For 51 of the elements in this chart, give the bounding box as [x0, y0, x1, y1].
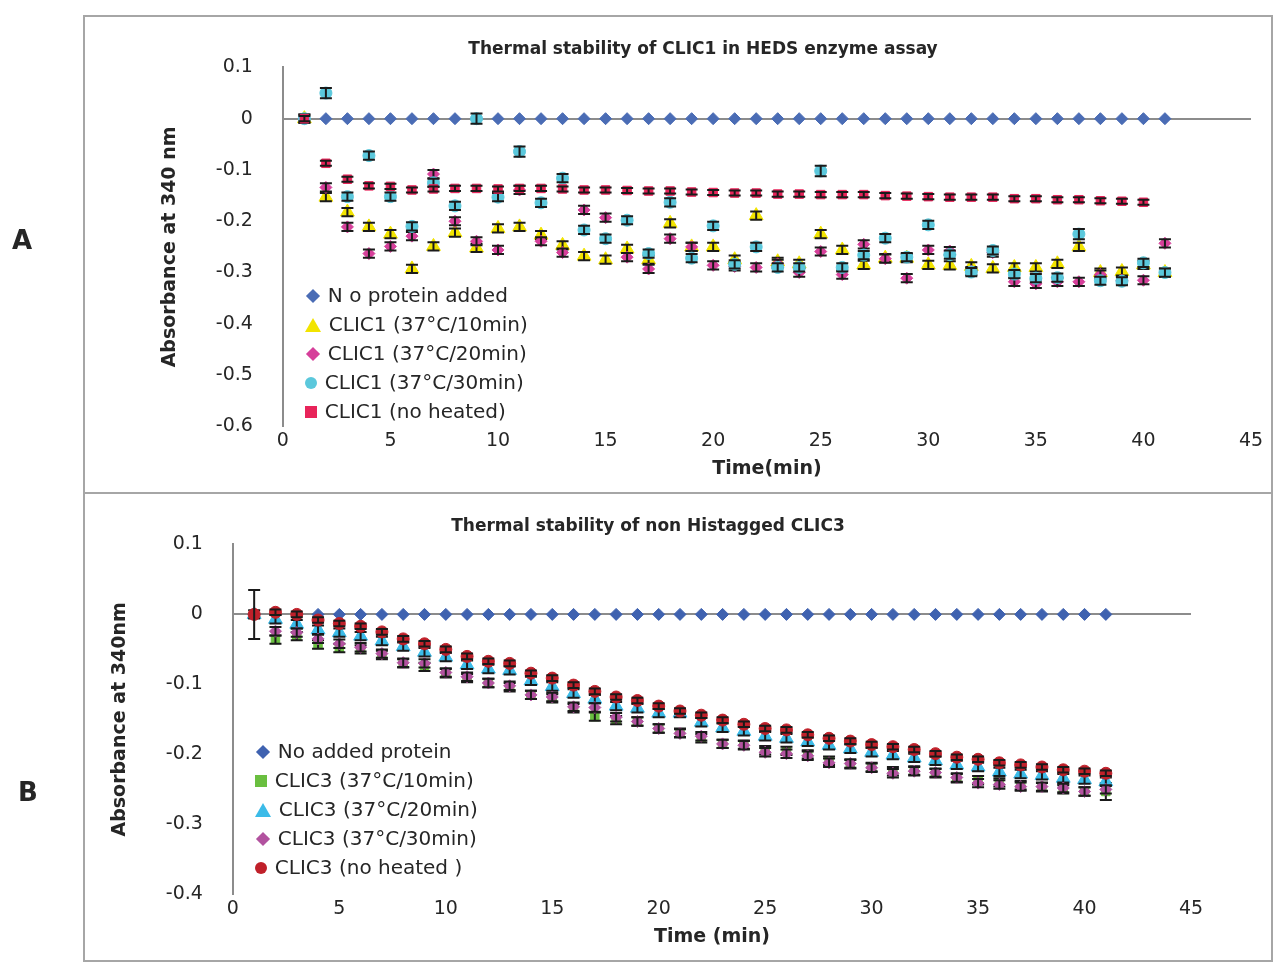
x-tick-label: 5: [333, 895, 346, 918]
x-tick-label: 15: [540, 895, 565, 918]
text: A: [12, 225, 33, 255]
x-tick-label: 30: [859, 895, 884, 918]
y-axis-title: Absorbance at 340nm: [107, 602, 130, 837]
x-tick-label: 35: [965, 895, 991, 918]
legend-label: CLIC1 (37°C/30min): [324, 369, 524, 397]
x-tick-label: 40: [1131, 427, 1156, 450]
x-tick-label: 25: [753, 895, 778, 918]
text: B: [18, 777, 38, 807]
y-tick-label: 0: [190, 601, 203, 624]
y-tick-label: -0.2: [165, 741, 203, 764]
x-tick-label: 25: [808, 427, 833, 450]
x-tick-label: 10: [433, 895, 458, 918]
x-tick-label: 20: [701, 427, 726, 450]
y-tick-label: -0.6: [215, 413, 253, 436]
x-tick-label: 0: [276, 427, 289, 450]
legend-label: CLIC1 (no heated): [324, 398, 506, 426]
y-tick-label: 0.1: [172, 531, 203, 554]
x-axis-title: Time (min): [653, 923, 770, 946]
x-axis-title: Time(min): [712, 455, 822, 478]
y-tick-label: -0.1: [165, 671, 203, 694]
x-tick-label: 5: [384, 427, 397, 450]
legend-label: CLIC3 (37°C/10min): [274, 767, 474, 795]
y-tick-label: -0.1: [215, 156, 253, 179]
x-tick-label: 45: [1178, 895, 1204, 918]
y-tick-label: -0.3: [215, 259, 253, 282]
y-tick-label: -0.4: [215, 310, 253, 333]
legend-label: No added protein: [277, 738, 452, 766]
y-tick-label: -0.2: [215, 208, 253, 231]
x-tick-label: 40: [1072, 895, 1097, 918]
legend-label: CLIC1 (37°C/20min): [327, 340, 527, 368]
x-tick-label: 20: [646, 895, 671, 918]
legend-label: CLIC1 (37°C/10min): [328, 311, 528, 339]
legend-label: CLIC3 (37°C/30min): [277, 825, 477, 853]
x-tick-label: 35: [1023, 427, 1048, 450]
x-tick-label: 15: [593, 427, 618, 450]
legend-label: CLIC3 (no heated ): [274, 854, 463, 882]
y-tick-label: -0.3: [165, 811, 203, 834]
y-tick-label: 0: [240, 105, 253, 128]
chart-title: Thermal stability of CLIC1 in HEDS enzyme assay: [468, 37, 938, 58]
y-tick-label: -0.5: [215, 362, 253, 385]
y-tick-label: -0.4: [165, 881, 203, 904]
y-axis-title: Absorbance at 340 nm: [157, 126, 180, 368]
y-tick-label: 0.1: [222, 54, 253, 77]
x-tick-label: 10: [485, 427, 511, 450]
legend-label: N o protein added: [327, 282, 508, 310]
x-tick-label: 45: [1238, 427, 1264, 450]
x-tick-label: 30: [916, 427, 941, 450]
chart-title: Thermal stability of non Histagged CLIC3: [451, 514, 845, 535]
legend-label: CLIC3 (37°C/20min): [278, 796, 478, 824]
